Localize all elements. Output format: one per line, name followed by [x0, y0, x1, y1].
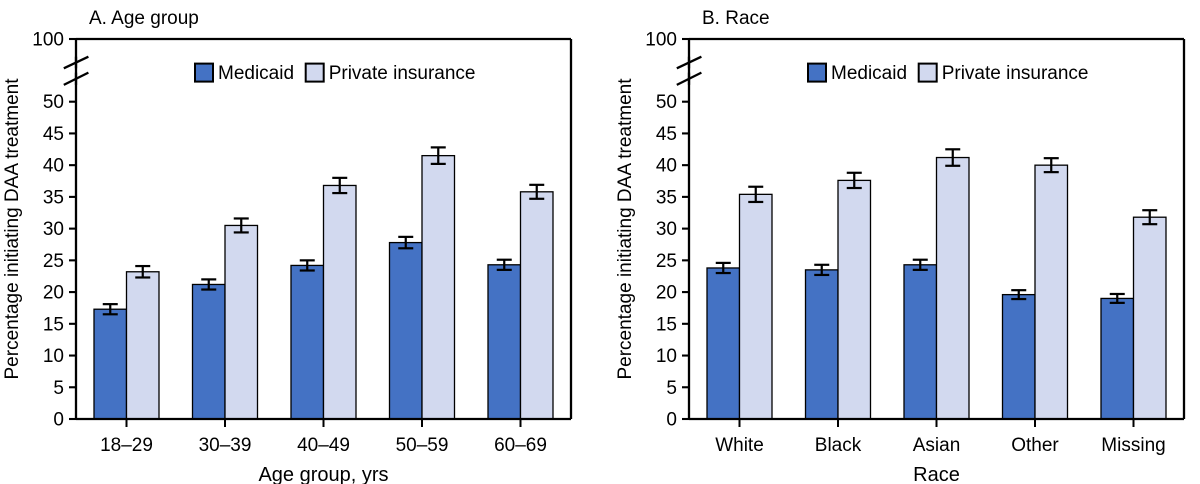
svg-text:40: 40: [656, 156, 677, 177]
svg-text:20: 20: [656, 283, 677, 304]
svg-text:10: 10: [656, 346, 677, 367]
svg-text:Other: Other: [1011, 435, 1059, 456]
svg-text:Percentage initiating DAA trea: Percentage initiating DAA treatment: [615, 78, 636, 380]
svg-text:20: 20: [43, 283, 64, 304]
svg-text:0: 0: [53, 410, 64, 431]
svg-text:50–59: 50–59: [396, 435, 449, 456]
svg-text:10: 10: [43, 346, 64, 367]
svg-text:White: White: [715, 435, 764, 456]
svg-text:40–49: 40–49: [297, 435, 350, 456]
svg-text:Medicaid: Medicaid: [831, 63, 907, 84]
svg-text:30: 30: [43, 219, 64, 240]
svg-text:Private insurance: Private insurance: [942, 63, 1089, 84]
svg-text:5: 5: [53, 378, 64, 399]
svg-text:50: 50: [43, 92, 64, 113]
svg-text:Private insurance: Private insurance: [329, 63, 476, 84]
svg-text:60–69: 60–69: [494, 435, 547, 456]
svg-text:5: 5: [666, 378, 677, 399]
svg-text:18–29: 18–29: [100, 435, 153, 456]
svg-text:100: 100: [645, 30, 677, 51]
svg-text:35: 35: [43, 187, 64, 208]
svg-text:25: 25: [43, 251, 64, 272]
svg-text:30: 30: [656, 219, 677, 240]
svg-text:Percentage initiating DAA trea: Percentage initiating DAA treatment: [2, 78, 23, 380]
svg-text:50: 50: [656, 92, 677, 113]
svg-text:45: 45: [656, 124, 677, 145]
svg-text:40: 40: [43, 156, 64, 177]
svg-text:15: 15: [43, 314, 64, 335]
svg-text:Medicaid: Medicaid: [218, 63, 294, 84]
svg-text:0: 0: [666, 410, 677, 431]
svg-text:15: 15: [656, 314, 677, 335]
svg-text:Race: Race: [913, 464, 960, 484]
svg-text:35: 35: [656, 187, 677, 208]
svg-text:Missing: Missing: [1101, 435, 1165, 456]
svg-text:A. Age group: A. Age group: [89, 8, 199, 29]
svg-text:100: 100: [32, 30, 64, 51]
svg-text:30–39: 30–39: [199, 435, 252, 456]
svg-text:Black: Black: [815, 435, 862, 456]
svg-text:25: 25: [656, 251, 677, 272]
svg-text:Asian: Asian: [913, 435, 961, 456]
svg-text:45: 45: [43, 124, 64, 145]
svg-text:Age group, yrs: Age group, yrs: [258, 464, 388, 484]
svg-text:B. Race: B. Race: [702, 8, 770, 29]
